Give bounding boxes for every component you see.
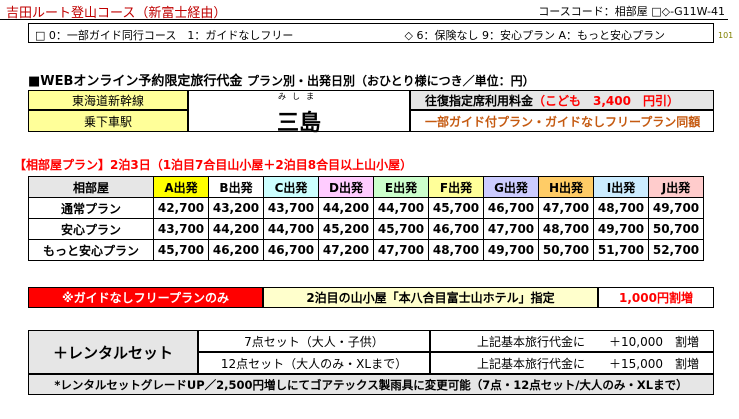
price-cell: 48,700 (538, 218, 594, 240)
price-cell: 49,700 (648, 197, 704, 219)
table-corner: 相部屋 (28, 176, 154, 198)
price-cell: 44,700 (263, 218, 319, 240)
rental-upgrade-note: *レンタルセットグレードUP／2,500円増しにてゴアテックス製雨具に変更可能（… (28, 374, 714, 395)
col-header-b: B出発 (208, 176, 264, 198)
price-cell: 43,700 (263, 197, 319, 219)
col-header-i: I出発 (593, 176, 649, 198)
col-header-d: D出発 (318, 176, 374, 198)
station-name: 三島 (276, 111, 321, 136)
price-cell: 51,700 (593, 239, 649, 261)
col-header-a: A出発 (153, 176, 209, 198)
plan-heading: 【相部屋プラン】2泊3日（1泊目7合目山小屋＋2泊目8合目以上山小屋） (14, 158, 413, 172)
price-cell: 44,200 (208, 218, 264, 240)
price-cell: 45,700 (428, 197, 484, 219)
rental-price-text: 上記基本旅行代金に (477, 356, 586, 371)
rental-title: ＋レンタルセット (28, 330, 198, 374)
price-cell: 46,700 (428, 218, 484, 240)
guide-option-text: □ 0：一部ガイド同行コース 1：ガイドなしフリー (35, 29, 294, 42)
price-cell: 50,700 (648, 218, 704, 240)
col-header-e: E出発 (373, 176, 429, 198)
course-code: コースコード：相部屋 □◇-G11W-41 (538, 5, 725, 18)
rental-price-7: 上記基本旅行代金に ＋10,000 割増 (430, 330, 714, 352)
guideless-hut: 2泊目の山小屋「本八合目富士山ホテル」指定 (263, 287, 598, 308)
child-discount: （こども 3,400 円引） (533, 93, 679, 108)
rental-price-amount: ＋10,000 割増 (609, 334, 699, 349)
rental-set-12: 12点セット（大人のみ・XLまで） (198, 352, 430, 374)
rental-price-12: 上記基本旅行代金に ＋15,000 割増 (430, 352, 714, 374)
station-label: 乗下車駅 (28, 110, 188, 132)
price-cell: 46,700 (263, 239, 319, 261)
price-cell: 49,700 (593, 218, 649, 240)
row-label: 通常プラン (28, 197, 154, 219)
price-cell: 44,200 (318, 197, 374, 219)
station-name-box (188, 90, 410, 132)
price-cell: 50,700 (538, 239, 594, 261)
price-cell: 47,700 (538, 197, 594, 219)
price-cell: 52,700 (648, 239, 704, 261)
price-cell: 45,200 (318, 218, 374, 240)
guideless-surcharge: 1,000円割増 (598, 287, 714, 308)
price-cell: 43,700 (153, 218, 209, 240)
course-title: 吉田ルート登山コース（新富士経由） (6, 6, 227, 21)
insurance-option-text: ◇ 6：保険なし 9：安心プラン A：もっと安心プラン (404, 29, 665, 42)
price-cell: 44,700 (373, 197, 429, 219)
price-heading: ■WEBオンライン予約限定旅行代金 プラン別・出発日別（おひとり様につき／単位：… (28, 70, 535, 89)
page-number: 101 (718, 31, 734, 40)
rental-price-text: 上記基本旅行代金に (477, 334, 586, 349)
col-header-j: J出発 (648, 176, 704, 198)
price-cell: 47,700 (373, 239, 429, 261)
col-header-c: C出発 (263, 176, 319, 198)
price-cell: 47,700 (483, 218, 539, 240)
price-cell: 46,200 (208, 239, 264, 261)
price-cell: 42,700 (153, 197, 209, 219)
rail-line-label: 東海道新幹線 (28, 90, 188, 110)
fee-label: 往復指定席利用料金 (425, 93, 534, 108)
same-price-note: 一部ガイド付プラン・ガイドなしフリープラン同額 (410, 110, 714, 132)
course-header-bar (0, 0, 728, 20)
price-cell: 43,200 (208, 197, 264, 219)
price-cell: 49,700 (483, 239, 539, 261)
round-trip-fee: 往復指定席利用料金 （こども 3,400 円引） (410, 90, 714, 110)
table-row: 安心プラン 43,700 44,200 44,700 45,200 45,700… (28, 218, 704, 240)
price-cell: 46,700 (483, 197, 539, 219)
table-row: もっと安心プラン 45,700 46,200 46,700 47,200 47,… (28, 239, 704, 261)
price-cell: 47,200 (318, 239, 374, 261)
row-label: もっと安心プラン (28, 239, 154, 261)
price-heading-sub: プラン別・出発日別（おひとり様につき／単位：円） (246, 74, 535, 88)
price-heading-main: ■WEBオンライン予約限定旅行代金 (28, 74, 243, 89)
price-cell: 48,700 (428, 239, 484, 261)
table-header-row: 相部屋 A出発 B出発 C出発 D出発 E出発 F出発 G出発 H出発 I出発 … (28, 176, 704, 198)
price-cell: 45,700 (373, 218, 429, 240)
rental-set-7: 7点セット（大人・子供） (198, 330, 430, 352)
price-cell: 48,700 (593, 197, 649, 219)
col-header-g: G出発 (483, 176, 539, 198)
price-cell: 45,700 (153, 239, 209, 261)
rental-price-amount: ＋15,000 割増 (609, 356, 699, 371)
col-header-h: H出発 (538, 176, 594, 198)
col-header-f: F出発 (428, 176, 484, 198)
price-table: 相部屋 A出発 B出発 C出発 D出発 E出発 F出発 G出発 H出発 I出発 … (28, 176, 704, 261)
table-row: 通常プラン 42,700 43,200 43,700 44,200 44,700… (28, 197, 704, 219)
station-furigana: みしま (278, 92, 320, 101)
option-code-row: □ 0：一部ガイド同行コース 1：ガイドなしフリー ◇ 6：保険なし 9：安心プ… (28, 23, 714, 43)
guideless-label: ※ガイドなしフリープランのみ (28, 287, 263, 308)
row-label: 安心プラン (28, 218, 154, 240)
